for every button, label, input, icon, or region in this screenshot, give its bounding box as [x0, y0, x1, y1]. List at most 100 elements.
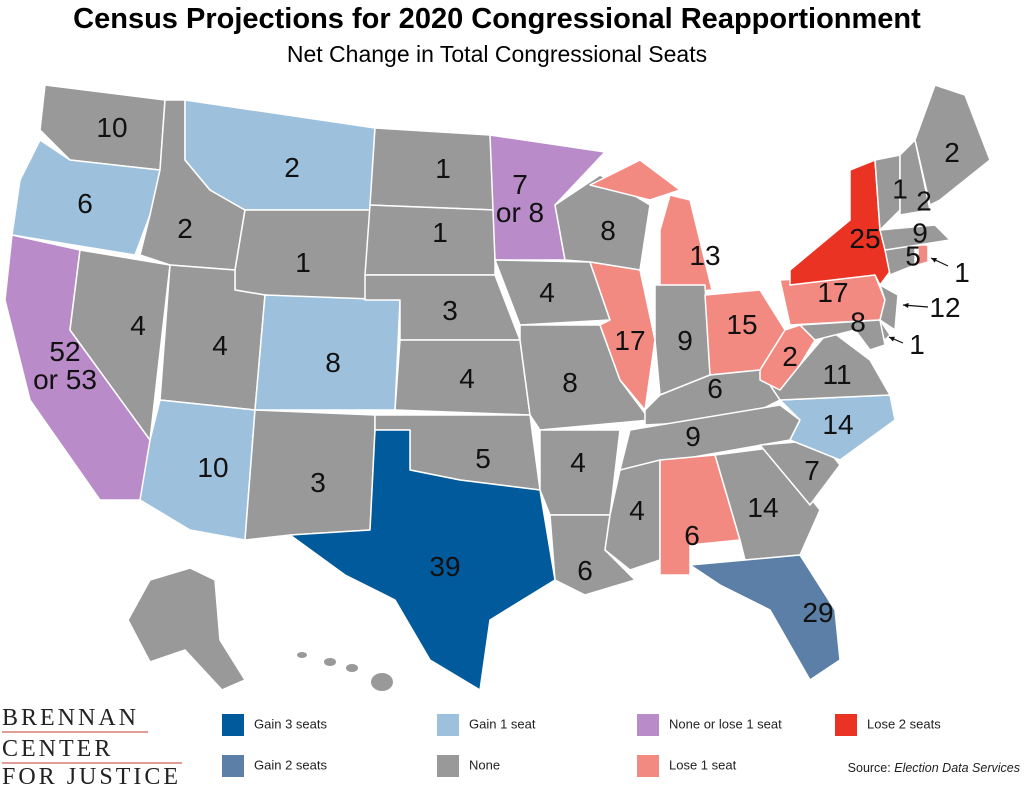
state-label: 17 — [614, 325, 645, 356]
logo-line: BRENNAN — [2, 705, 139, 731]
label-line: 12 — [929, 292, 960, 323]
state — [914, 84, 991, 206]
label-line: 1 — [954, 257, 970, 288]
label-line: 9 — [912, 217, 928, 248]
state — [289, 429, 556, 691]
source: Source: Election Data Services — [848, 761, 1020, 775]
state-label: 4 — [459, 363, 475, 394]
state-label: 25 — [849, 223, 880, 254]
pointer-head — [889, 336, 895, 342]
label-line: 25 — [849, 223, 880, 254]
label-line: 1 — [892, 173, 908, 204]
legend-swatch — [222, 714, 244, 736]
state-label: 3 — [310, 467, 326, 498]
state-label: 2 — [916, 185, 932, 216]
states — [4, 84, 991, 691]
label-line: 2 — [284, 152, 300, 183]
hawaii — [297, 652, 393, 691]
state — [369, 127, 496, 211]
legend-swatch — [637, 714, 659, 736]
label-line: 2 — [916, 185, 932, 216]
state-label: 10 — [96, 112, 127, 143]
title: Census Projections for 2020 Congressiona… — [73, 3, 921, 35]
label-line: 4 — [212, 330, 228, 361]
label-line: 4 — [570, 447, 586, 478]
state-label: 14 — [747, 492, 778, 523]
state-label: 5 — [905, 240, 921, 271]
state-label: 8 — [325, 347, 341, 378]
state-label: 17 — [817, 277, 848, 308]
label-line: 52 — [49, 336, 80, 367]
label-line: 6 — [77, 188, 93, 219]
source-name: Election Data Services — [894, 761, 1020, 775]
state-label: 7 or 8 — [496, 169, 544, 228]
state-label: 8 — [600, 215, 616, 246]
state — [799, 319, 886, 351]
state-label: 4 — [212, 330, 228, 361]
legend-label: Gain 1 seat — [469, 716, 536, 731]
state-label: 6 — [77, 188, 93, 219]
state-label: 6 — [684, 520, 700, 551]
label-line: 8 — [600, 215, 616, 246]
state-label: 15 — [726, 309, 757, 340]
label-line: 1 — [432, 217, 448, 248]
state-label: 6 — [577, 555, 593, 586]
legend: Gain 3 seats Gain 1 seat None or lose 1 se… — [222, 714, 941, 777]
label-line: 9 — [677, 325, 693, 356]
state — [589, 261, 656, 411]
state-label: 1 — [892, 173, 908, 204]
legend-swatch — [835, 714, 857, 736]
state-label: 1 — [295, 247, 311, 278]
label-line: 4 — [459, 363, 475, 394]
label-line: 13 — [689, 240, 720, 271]
island — [346, 664, 358, 672]
label-line: 4 — [130, 310, 146, 341]
logo-line: FOR JUSTICE — [2, 764, 181, 789]
label-line: 29 — [802, 597, 833, 628]
label-line: 1 — [295, 247, 311, 278]
state-label: 2 — [944, 137, 960, 168]
source-label: Source: — [848, 761, 891, 775]
label-line: 17 — [817, 277, 848, 308]
label-line: 10 — [96, 112, 127, 143]
legend-label: None or lose 1 seat — [669, 716, 782, 731]
legend-swatch — [437, 755, 459, 777]
label-line: 3 — [310, 467, 326, 498]
state-label: 29 — [802, 597, 833, 628]
pointer-head — [903, 302, 909, 309]
legend-label: Lose 2 seats — [867, 716, 941, 731]
island — [371, 673, 393, 691]
state-label: 6 — [707, 373, 723, 404]
label-line: 1 — [909, 329, 925, 360]
legend-label: None — [469, 757, 500, 772]
state — [689, 554, 841, 681]
logo: BRENNAN CENTER FOR JUSTICE — [2, 705, 182, 789]
state-label: 8 — [562, 367, 578, 398]
label-line: 14 — [822, 409, 853, 440]
state — [917, 244, 929, 266]
state — [11, 139, 161, 256]
state-label: 39 — [429, 551, 460, 582]
state-label: 11 — [822, 359, 851, 390]
state-label: 1 — [432, 217, 448, 248]
state-label: 8 — [850, 306, 866, 337]
pointer-head — [931, 257, 937, 263]
label-line: 8 — [850, 306, 866, 337]
label-line: 2 — [782, 341, 798, 372]
state-label: 9 — [677, 325, 693, 356]
label-line: 1 — [435, 153, 451, 184]
state-label: 1 — [909, 329, 925, 360]
legend-swatch — [222, 755, 244, 777]
legend-swatch — [637, 755, 659, 777]
alaska — [127, 567, 246, 691]
label-line: 17 — [614, 325, 645, 356]
state — [364, 204, 496, 276]
label-line: 7 — [804, 455, 820, 486]
label-line: 10 — [197, 452, 228, 483]
state-label: 14 — [822, 409, 853, 440]
state — [759, 324, 816, 391]
island — [297, 652, 307, 658]
state-label: 2 — [782, 341, 798, 372]
label-line: 2 — [177, 213, 193, 244]
